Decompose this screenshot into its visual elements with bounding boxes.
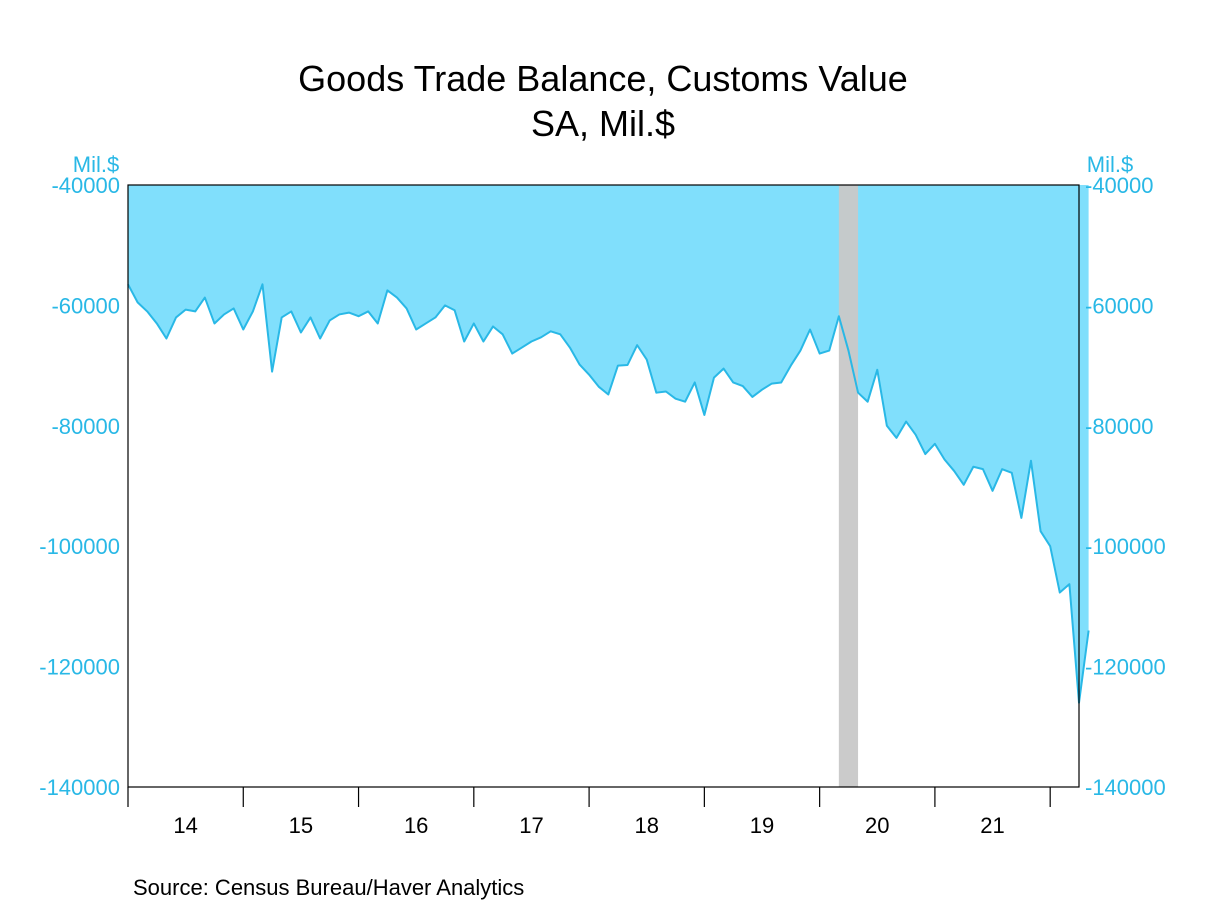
plot-frame [127,184,1080,788]
y-tick-label-left: -120000 [39,655,120,680]
chart-title: Goods Trade Balance, Customs Value [298,58,908,99]
y-tick-label-right: -100000 [1085,534,1166,559]
y-tick-label-right: -80000 [1085,414,1154,439]
x-tick-label: 20 [865,813,889,838]
chart-subtitle: SA, Mil.$ [531,103,675,144]
x-tick-label: 15 [289,813,313,838]
y-tick-label-left: -100000 [39,534,120,559]
x-tick-label: 21 [980,813,1004,838]
x-tick-label: 18 [634,813,658,838]
y-tick-label-left: -80000 [51,414,120,439]
y-tick-label-right: -40000 [1085,173,1154,198]
left-axis-unit-label: Mil.$ [73,152,119,177]
right-axis-unit-label: Mil.$ [1087,152,1133,177]
y-tick-label-right: -140000 [1085,775,1166,800]
x-tick-label: 16 [404,813,428,838]
x-tick-label: 19 [750,813,774,838]
recession-band [838,185,859,787]
source-note: Source: Census Bureau/Haver Analytics [133,875,524,900]
y-tick-label-left: -40000 [51,173,120,198]
x-tick-label: 14 [173,813,197,838]
series-line [127,283,1090,704]
y-tick-label-left: -60000 [51,293,120,318]
y-tick-label-left: -140000 [39,775,120,800]
area-fill [128,185,1089,703]
plot-area: -40000 -40000 -60000 -60000 -80000 -80000 -100… [39,173,1166,838]
y-tick-label-right: -60000 [1085,293,1154,318]
y-tick-label-right: -120000 [1085,655,1166,680]
x-tick-label: 17 [519,813,543,838]
